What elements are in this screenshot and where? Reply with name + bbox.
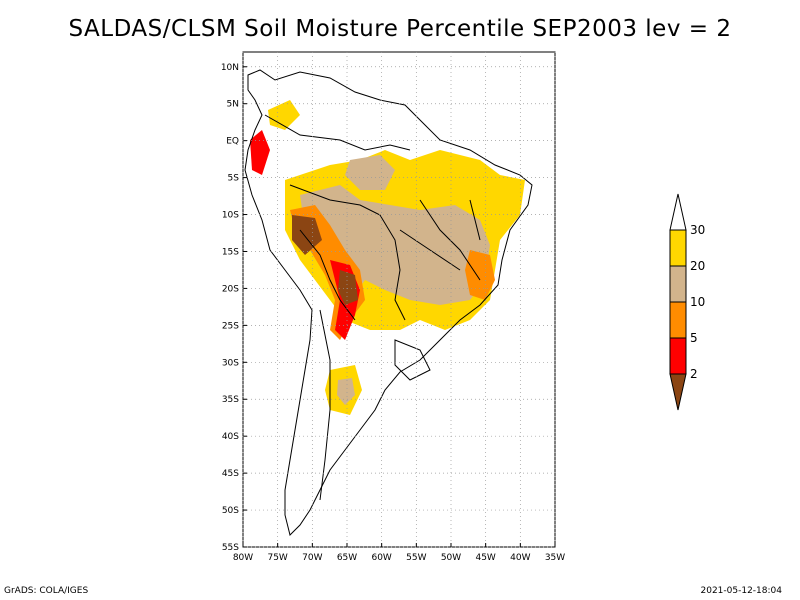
lat-tick-label: 20S (222, 284, 239, 294)
lat-tick-label: 5S (228, 174, 240, 184)
lat-tick-label: 10S (222, 211, 239, 221)
colorbar-label: 20 (690, 259, 705, 273)
lon-tick-label: 80W (233, 553, 253, 563)
lon-tick-label: 75W (267, 553, 287, 563)
coastline (244, 69, 533, 536)
border-brazil-west (289, 184, 406, 321)
border-north (264, 114, 411, 151)
lon-tick-label: 65W (337, 553, 357, 563)
colorbar-label: 5 (690, 331, 698, 345)
colorbar-segment (669, 301, 687, 339)
lon-tick-label: 35W (545, 553, 565, 563)
colorbar-segment (669, 229, 687, 267)
footer-credit: GrADS: COLA/IGES (4, 586, 89, 596)
lat-tick-label: 35S (222, 395, 239, 405)
map-title: SALDAS/CLSM Soil Moisture Percentile SEP… (68, 16, 732, 42)
border-andes (319, 309, 331, 501)
colorbar-segment (669, 265, 687, 303)
lat-tick-label: 5N (227, 100, 239, 110)
shade-region-brown-2 (338, 270, 358, 305)
shade-region-brown-1 (292, 215, 322, 255)
lat-tick-label: 15S (222, 247, 239, 257)
graticule (242, 52, 556, 548)
lon-tick-label: 55W (406, 553, 426, 563)
lon-tick-label: 70W (302, 553, 322, 563)
shade-region-yellow-north (268, 100, 300, 130)
soil-moisture-shading (250, 100, 525, 415)
lat-tick-label: 25S (222, 321, 239, 331)
lat-tick-label: 10N (221, 63, 239, 73)
colorbar-segment (669, 337, 687, 375)
border-peru-bolivia (299, 229, 356, 321)
lon-tick-label: 40W (510, 553, 530, 563)
lon-tick-label: 45W (475, 553, 495, 563)
lat-tick-label: 45S (222, 469, 239, 479)
footer-timestamp: 2021-05-12-18:04 (700, 586, 783, 596)
colorbar: 2 5 10 20 30 (669, 193, 705, 411)
shade-region-red-west (250, 130, 270, 175)
lon-tick-label: 50W (441, 553, 461, 563)
latitude-tick-labels: 10N 5N EQ 5S 10S 15S 20S 25S 30S 35S 40S 45S 50S 55S (221, 63, 239, 553)
lat-tick-label: 55S (222, 543, 239, 553)
lat-tick-label: 40S (222, 432, 239, 442)
lon-tick-label: 60W (371, 553, 391, 563)
colorbar-label: 10 (690, 295, 705, 309)
shade-region-tan-south (337, 378, 355, 405)
lat-tick-label: 50S (222, 506, 239, 516)
lat-tick-label: EQ (226, 137, 239, 147)
lat-tick-label: 30S (222, 358, 239, 368)
colorbar-label: 2 (690, 367, 698, 381)
shade-region-orange-east (465, 250, 495, 300)
colorbar-bottom-arrow (669, 373, 687, 411)
border-brazil-states (399, 199, 481, 281)
colorbar-label: 30 (690, 223, 705, 237)
colorbar-top-arrow (669, 193, 687, 231)
shade-region-tan-north (345, 155, 395, 190)
longitude-tick-labels: 80W 75W 70W 65W 60W 55W 50W 45W 40W 35W (233, 553, 565, 563)
border-uruguay (394, 339, 431, 381)
